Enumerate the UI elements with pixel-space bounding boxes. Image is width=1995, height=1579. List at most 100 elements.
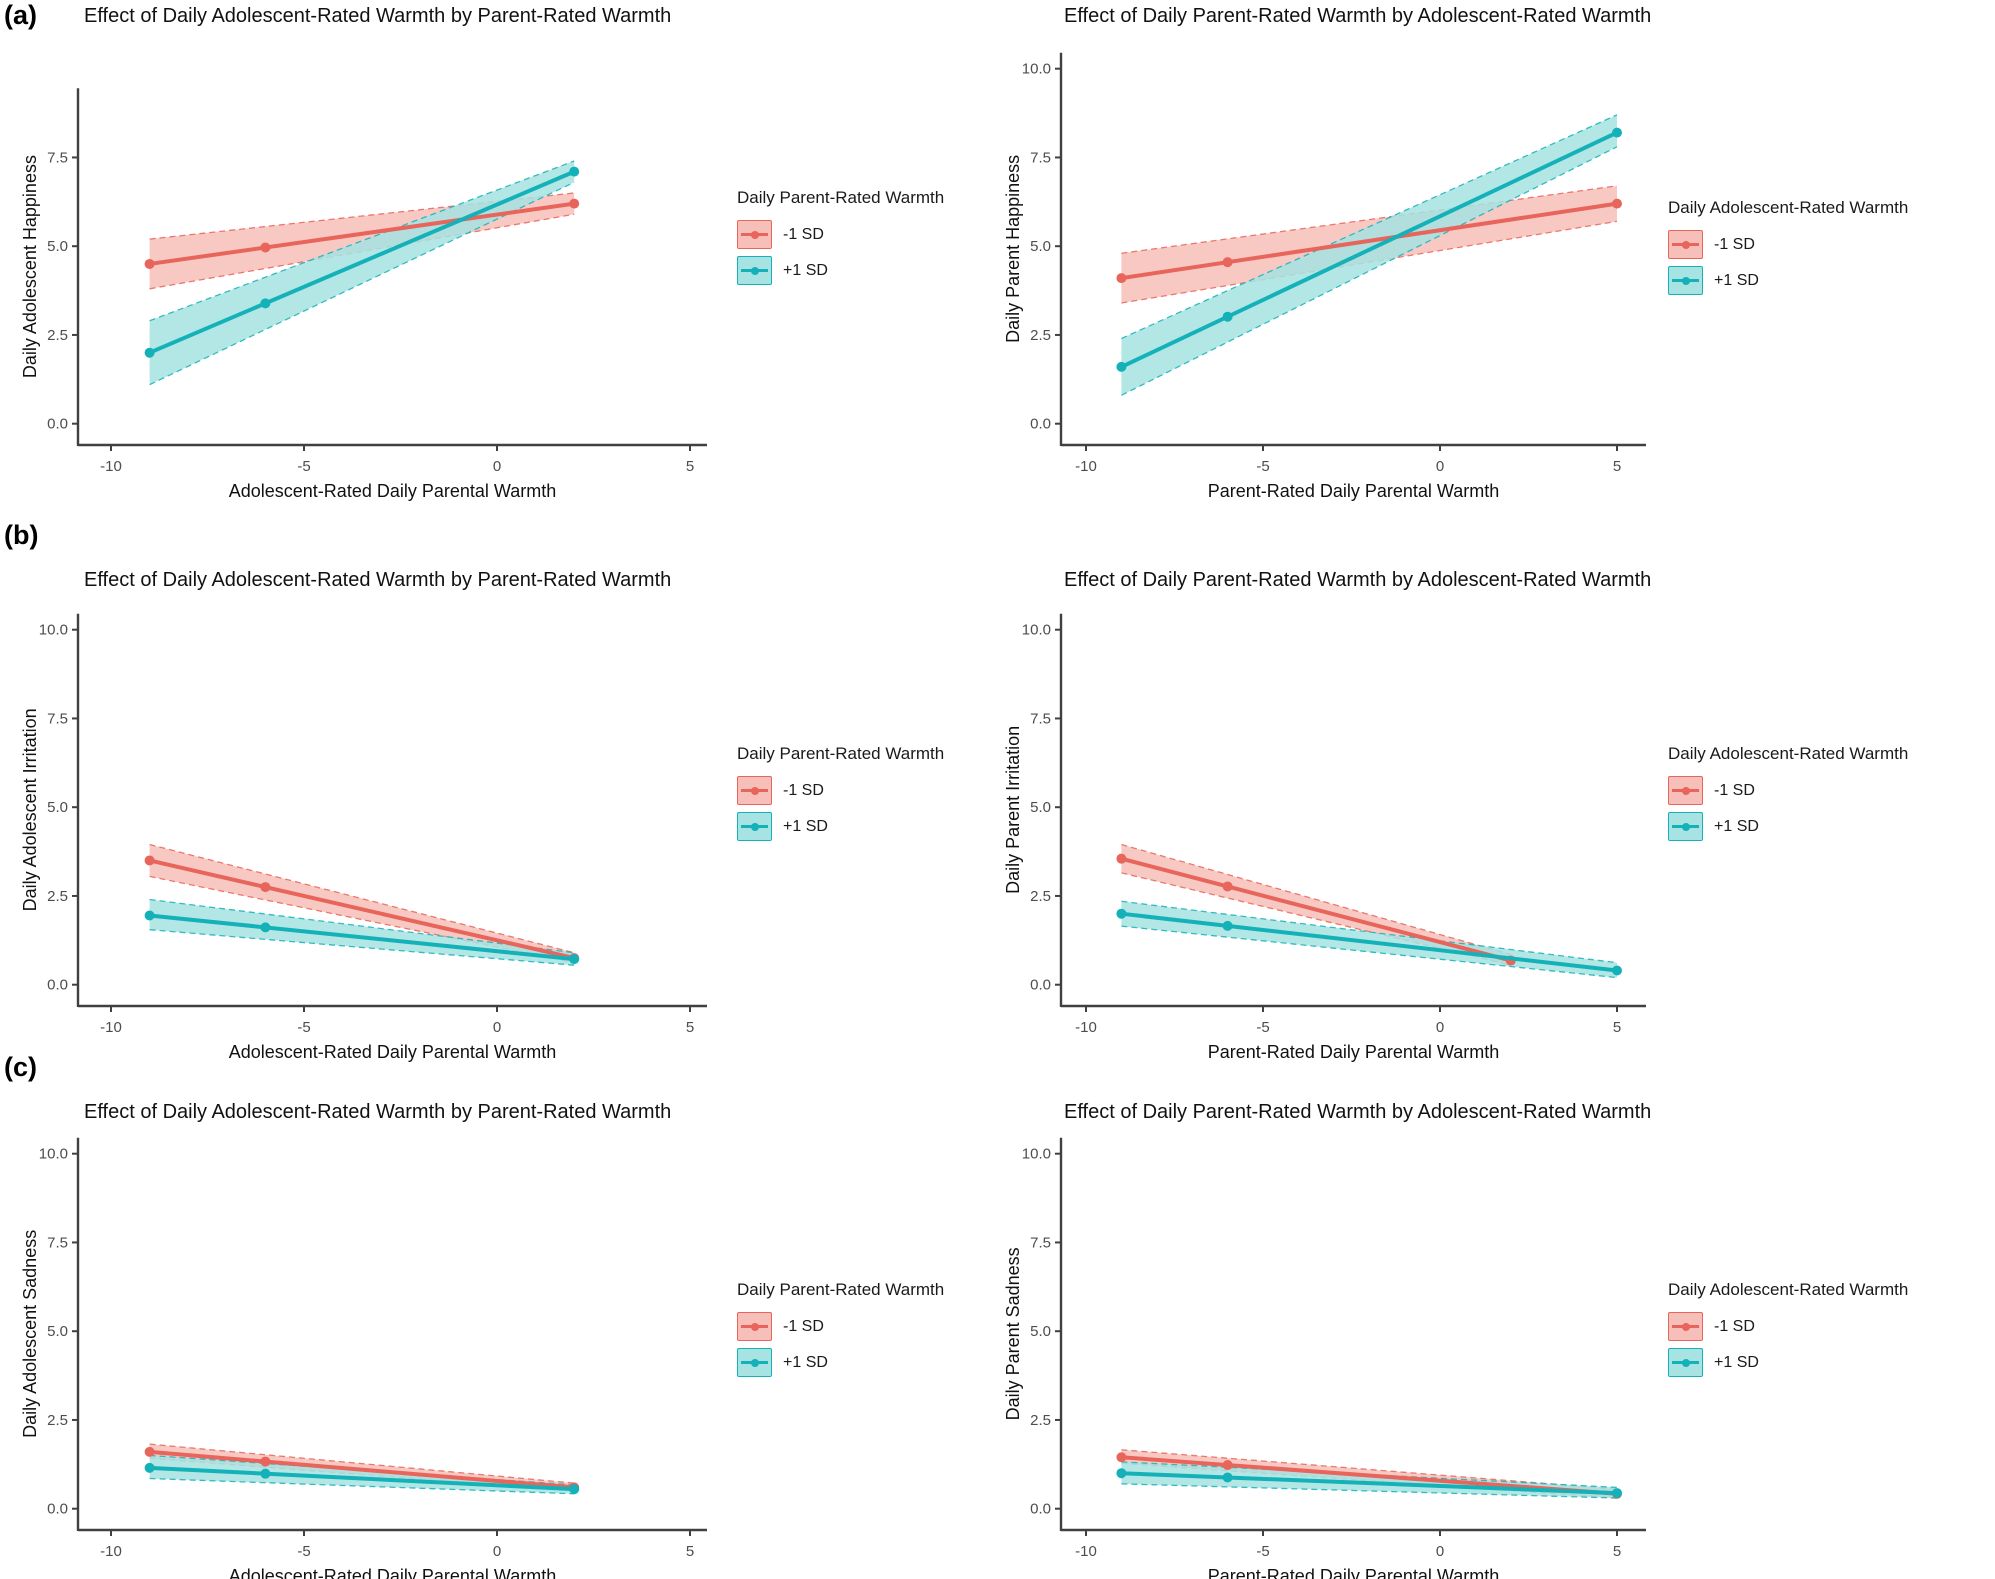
band-upper-edge--1SD [149, 1443, 575, 1484]
figure-row-b: (b) Effect of Daily Adolescent-Rated War… [0, 520, 1995, 1062]
minus1sd-key-icon [737, 220, 772, 249]
legend-parent-happiness: Daily Adolescent-Rated Warmth -1 SD +1 S… [1668, 198, 1909, 302]
legend-entry-label: -1 SD [783, 225, 824, 243]
x-tick-label: -10 [100, 458, 122, 475]
legend-adolescent-sadness: Daily Parent-Rated Warmth -1 SD +1 SD [737, 1280, 945, 1384]
legend-parent-sadness: Daily Adolescent-Rated Warmth -1 SD +1 S… [1668, 1280, 1909, 1384]
legend-entry-plus1sd: +1 SD [737, 1348, 944, 1377]
data-point [1116, 853, 1127, 864]
legend-entry-label: -1 SD [783, 781, 824, 799]
y-axis-title: Daily Adolescent Sadness [20, 1230, 40, 1438]
data-point [569, 1484, 580, 1495]
y-axis-title: Daily Parent Happiness [1003, 155, 1023, 343]
y-tick-label: 2.5 [1030, 1412, 1051, 1429]
legend-entry-minus1sd: -1 SD [737, 776, 944, 805]
minus1sd-key-icon [737, 776, 772, 805]
data-point [260, 1456, 271, 1467]
legend-entry-plus1sd: +1 SD [1668, 266, 1908, 295]
legend-title: Daily Adolescent-Rated Warmth [1668, 198, 1909, 217]
y-tick-label: 5.0 [47, 799, 68, 816]
x-tick-label: 0 [1436, 1543, 1444, 1560]
legend-entry-plus1sd: +1 SD [1668, 1348, 1908, 1377]
y-tick-label: 2.5 [1030, 888, 1051, 905]
y-axis-title: Daily Adolescent Irritation [20, 708, 40, 911]
x-axis-title: Parent-Rated Daily Parental Warmth [1208, 1042, 1499, 1062]
data-point [144, 347, 155, 358]
plus1sd-key-icon [1668, 1348, 1703, 1377]
chart-parent-irritation: Effect of Daily Parent-Rated Warmth by A… [1003, 569, 1651, 1062]
chart-parent-sadness: Effect of Daily Parent-Rated Warmth by A… [1003, 1101, 1651, 1579]
data-point [1116, 273, 1127, 284]
y-axis-title: Daily Parent Irritation [1003, 726, 1023, 894]
x-tick-label: 5 [1613, 1019, 1621, 1036]
y-tick-label: 10.0 [39, 622, 68, 639]
chart-title: Effect of Daily Adolescent-Rated Warmth … [84, 1101, 671, 1123]
y-tick-label: 7.5 [1030, 149, 1051, 166]
data-point [1612, 198, 1622, 209]
legend-entry-label: -1 SD [783, 1317, 824, 1335]
data-point [260, 882, 271, 893]
legend-entry-label: +1 SD [1714, 1353, 1759, 1371]
minus1sd-key-icon [1668, 230, 1703, 259]
chart-parent-happiness: Effect of Daily Parent-Rated Warmth by A… [1003, 5, 1651, 501]
y-tick-label: 10.0 [1022, 622, 1051, 639]
trend-line-minus1sd [147, 858, 577, 961]
x-tick-label: 5 [686, 1019, 694, 1036]
x-tick-label: -10 [100, 1543, 122, 1560]
data-point [260, 1468, 271, 1479]
y-tick-label: 7.5 [47, 710, 68, 727]
data-point [1612, 1488, 1622, 1499]
y-axis-title: Daily Adolescent Happiness [20, 155, 40, 378]
legend-entry-minus1sd: -1 SD [737, 1312, 944, 1341]
y-tick-label: 5.0 [47, 1323, 68, 1340]
plus1sd-key-icon [737, 1348, 772, 1377]
trend-line-minus1sd [147, 1449, 577, 1490]
data-point [260, 298, 271, 309]
confidence-band-plus1sd [1121, 1461, 1617, 1499]
panel-label-a: (a) [4, 0, 37, 30]
data-point [1116, 1452, 1127, 1463]
plus1sd-key-icon [1668, 812, 1703, 841]
y-axis-title: Daily Parent Sadness [1003, 1247, 1023, 1420]
legend-entry-plus1sd: +1 SD [737, 812, 944, 841]
panel-label-c: (c) [4, 1052, 37, 1082]
legend-title: Daily Parent-Rated Warmth [737, 188, 945, 207]
y-tick-label: 0.0 [47, 1501, 68, 1518]
trend-line-plus1sd [1119, 911, 1619, 973]
x-axis-title: Parent-Rated Daily Parental Warmth [1208, 481, 1499, 501]
data-point [1222, 920, 1233, 931]
confidence-band-plus1sd [149, 1455, 575, 1494]
data-point [1116, 908, 1127, 919]
minus1sd-key-icon [737, 1312, 772, 1341]
y-tick-label: 7.5 [47, 1234, 68, 1251]
trend-line-minus1sd [1119, 1455, 1619, 1496]
x-tick-label: -5 [1256, 1019, 1269, 1036]
legend-title: Daily Parent-Rated Warmth [737, 1280, 945, 1299]
data-point [260, 242, 271, 253]
figure-row-c: (c) Effect of Daily Adolescent-Rated War… [0, 1052, 1995, 1579]
data-point [1222, 1460, 1233, 1471]
y-tick-label: 0.0 [1030, 977, 1051, 994]
x-tick-label: -5 [1256, 1543, 1269, 1560]
x-tick-label: -5 [297, 1543, 310, 1560]
x-tick-label: 0 [493, 458, 501, 475]
y-tick-label: 5.0 [1030, 238, 1051, 255]
band-lower-edge-+1SD [1121, 1483, 1618, 1499]
data-point [1222, 257, 1233, 268]
x-tick-label: -10 [1075, 1019, 1097, 1036]
legend-title: Daily Parent-Rated Warmth [737, 744, 945, 763]
y-tick-label: 7.5 [1030, 710, 1051, 727]
x-tick-label: 5 [686, 1543, 694, 1560]
legend-entry-label: +1 SD [1714, 271, 1759, 289]
chart-title: Effect of Daily Parent-Rated Warmth by A… [1064, 569, 1651, 591]
band-lower-edge-+1SD [1121, 146, 1618, 396]
x-tick-label: -10 [1075, 458, 1097, 475]
y-tick-label: 10.0 [1022, 61, 1051, 78]
legend-entry-label: -1 SD [1714, 781, 1755, 799]
y-tick-label: 2.5 [47, 888, 68, 905]
legend-entry-label: +1 SD [783, 1353, 828, 1371]
plus1sd-key-icon [737, 256, 772, 285]
x-tick-label: 0 [493, 1019, 501, 1036]
trend-line-plus1sd [1119, 130, 1619, 369]
x-tick-label: 5 [1613, 458, 1621, 475]
